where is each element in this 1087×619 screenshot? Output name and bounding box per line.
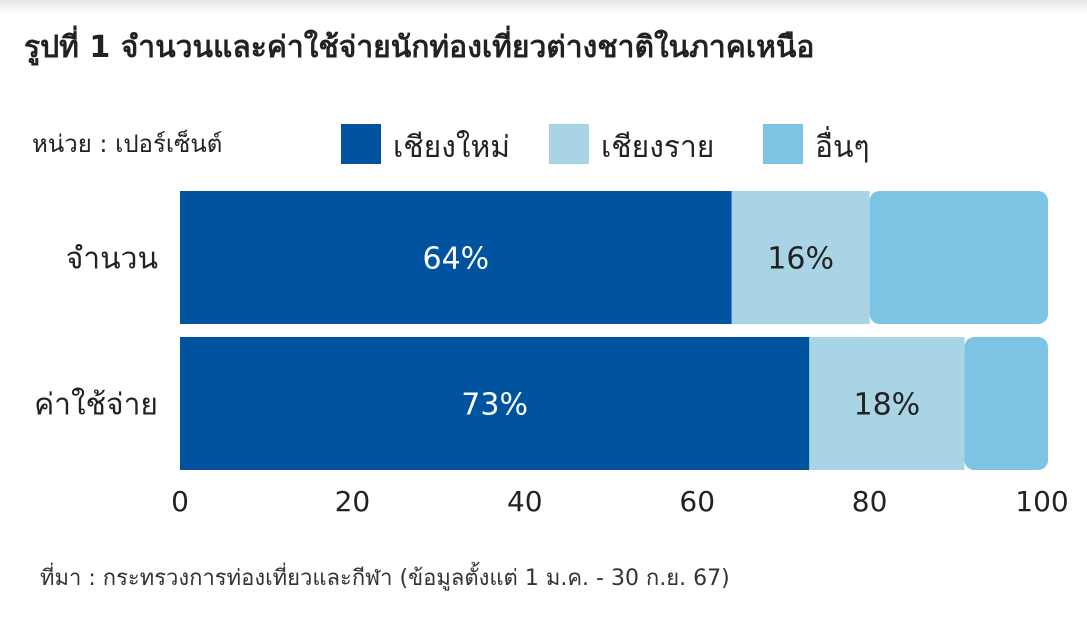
- top-shadow: [0, 0, 1087, 14]
- data-label: 64%: [422, 242, 489, 277]
- category-label: จำนวน: [66, 242, 158, 277]
- bar-segment-fill: [180, 337, 810, 470]
- source-note: ที่มา : กระทรวงการท่องเที่ยวและกีฬา (ข้อ…: [40, 566, 730, 591]
- unit-label: หน่วย : เปอร์เซ็นต์: [32, 129, 222, 158]
- bar-segment: [964, 337, 1048, 470]
- x-tick-label: 20: [335, 485, 371, 518]
- data-label: 18%: [853, 388, 920, 423]
- category-label: ค่าใช้จ่าย: [34, 388, 158, 423]
- x-axis-ticks: 0 20 40 60 80 100: [171, 485, 1069, 518]
- bar-segment: [869, 191, 1048, 324]
- data-label: 16%: [767, 242, 834, 277]
- bar-segment-fill: [809, 337, 965, 470]
- bar-segment-fill: [731, 191, 870, 324]
- legend-swatch: [763, 124, 803, 164]
- legend-label: เชียงราย: [601, 130, 714, 165]
- x-tick-label: 0: [171, 485, 189, 518]
- x-tick-label: 80: [852, 485, 888, 518]
- bar-segment-fill: [180, 191, 732, 324]
- x-tick-label: 60: [679, 485, 715, 518]
- legend-swatch: [341, 124, 381, 164]
- data-label: 73%: [461, 388, 528, 423]
- legend-label: เชียงใหม่: [393, 130, 510, 165]
- chart-title: รูปที่ 1 จำนวนและค่าใช้จ่ายนักท่องเที่ยว…: [24, 30, 815, 65]
- x-tick-label: 40: [507, 485, 543, 518]
- legend: เชียงใหม่ เชียงราย อื่นๆ: [341, 124, 870, 165]
- bars: 64% 16% 73% 18%: [180, 191, 1048, 470]
- legend-swatch: [549, 124, 589, 164]
- legend-label: อื่นๆ: [815, 126, 870, 165]
- x-tick-label: 100: [1015, 485, 1068, 518]
